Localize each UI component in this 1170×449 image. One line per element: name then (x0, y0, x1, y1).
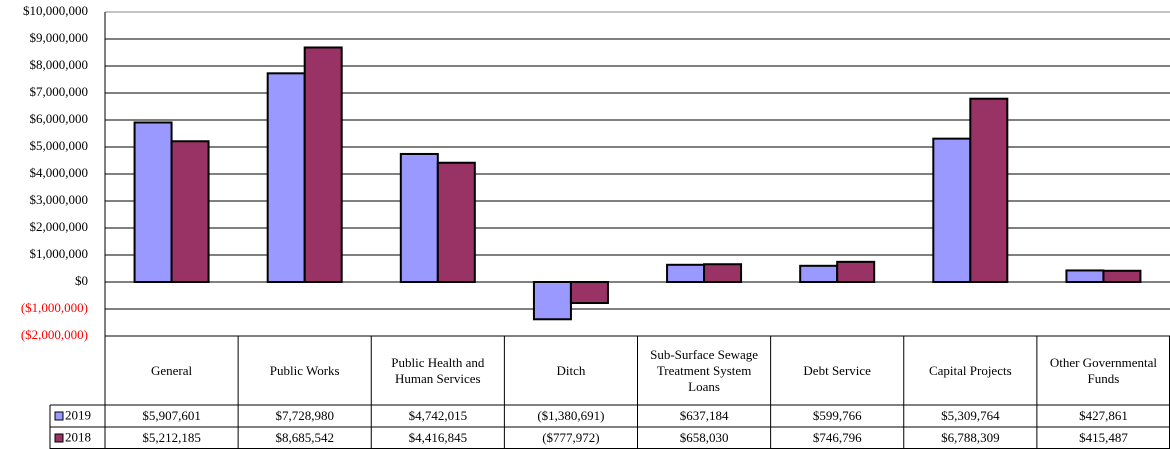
value-label: $6,788,309 (941, 430, 1000, 445)
bar (969, 97, 1009, 284)
bar (532, 281, 572, 321)
category-label: General (150, 362, 193, 378)
bar (703, 263, 743, 283)
bar (1102, 269, 1142, 284)
bar (303, 46, 343, 283)
bar (799, 264, 839, 283)
value-label: $658,030 (679, 430, 729, 445)
category-label: Ditch (556, 362, 586, 378)
bar (836, 260, 876, 284)
category-label: Sub-Surface Sewage Treatment System Loan… (650, 346, 759, 394)
legend-swatch (54, 433, 64, 443)
bar (666, 263, 706, 283)
value-label: $415,487 (1079, 430, 1128, 445)
bar (569, 281, 609, 305)
y-tick-label: $10,000,000 (23, 3, 88, 18)
y-tick-label: $3,000,000 (30, 192, 89, 207)
value-label: $599,766 (812, 408, 862, 423)
category-label: Capital Projects (928, 362, 1012, 378)
y-tick-label: $1,000,000 (30, 246, 89, 261)
value-label: $5,907,601 (142, 408, 201, 423)
value-label: ($777,972) (542, 430, 600, 445)
value-label: $8,685,542 (275, 430, 334, 445)
value-label: $746,796 (812, 430, 862, 445)
value-label: $4,416,845 (408, 430, 468, 445)
y-tick-label: $2,000,000 (30, 219, 89, 234)
category-label: Other Governmental Funds (1049, 354, 1158, 386)
value-label: ($1,380,691) (537, 408, 605, 423)
value-label: $5,212,185 (142, 430, 201, 445)
y-tick-label: $6,000,000 (30, 111, 89, 126)
y-tick-label: $7,000,000 (30, 84, 89, 99)
y-tick-label: $0 (75, 273, 88, 288)
y-tick-label: $5,000,000 (30, 138, 89, 153)
y-tick-label: $8,000,000 (30, 57, 89, 72)
bar (266, 72, 306, 284)
category-label: Debt Service (803, 362, 871, 378)
y-tick-label: ($2,000,000) (21, 327, 88, 342)
bar (932, 137, 972, 283)
category-label: Public Works (269, 362, 340, 378)
y-tick-label: ($1,000,000) (21, 300, 88, 315)
legend-label: 2018 (65, 429, 91, 444)
bar (399, 152, 439, 283)
value-label: $637,184 (679, 408, 729, 423)
bar (436, 161, 476, 283)
y-tick-label: $4,000,000 (30, 165, 89, 180)
value-label: $7,728,980 (275, 408, 334, 423)
legend-label: 2019 (65, 407, 91, 422)
value-label: $427,861 (1079, 408, 1128, 423)
value-label: $4,742,015 (408, 408, 468, 423)
bar (170, 140, 210, 283)
category-label: Public Health and Human Services (391, 354, 485, 386)
value-label: $5,309,764 (941, 408, 1000, 423)
y-tick-label: $9,000,000 (30, 30, 89, 45)
legend-swatch (54, 411, 64, 421)
bar (1065, 269, 1105, 284)
bar (133, 121, 173, 284)
